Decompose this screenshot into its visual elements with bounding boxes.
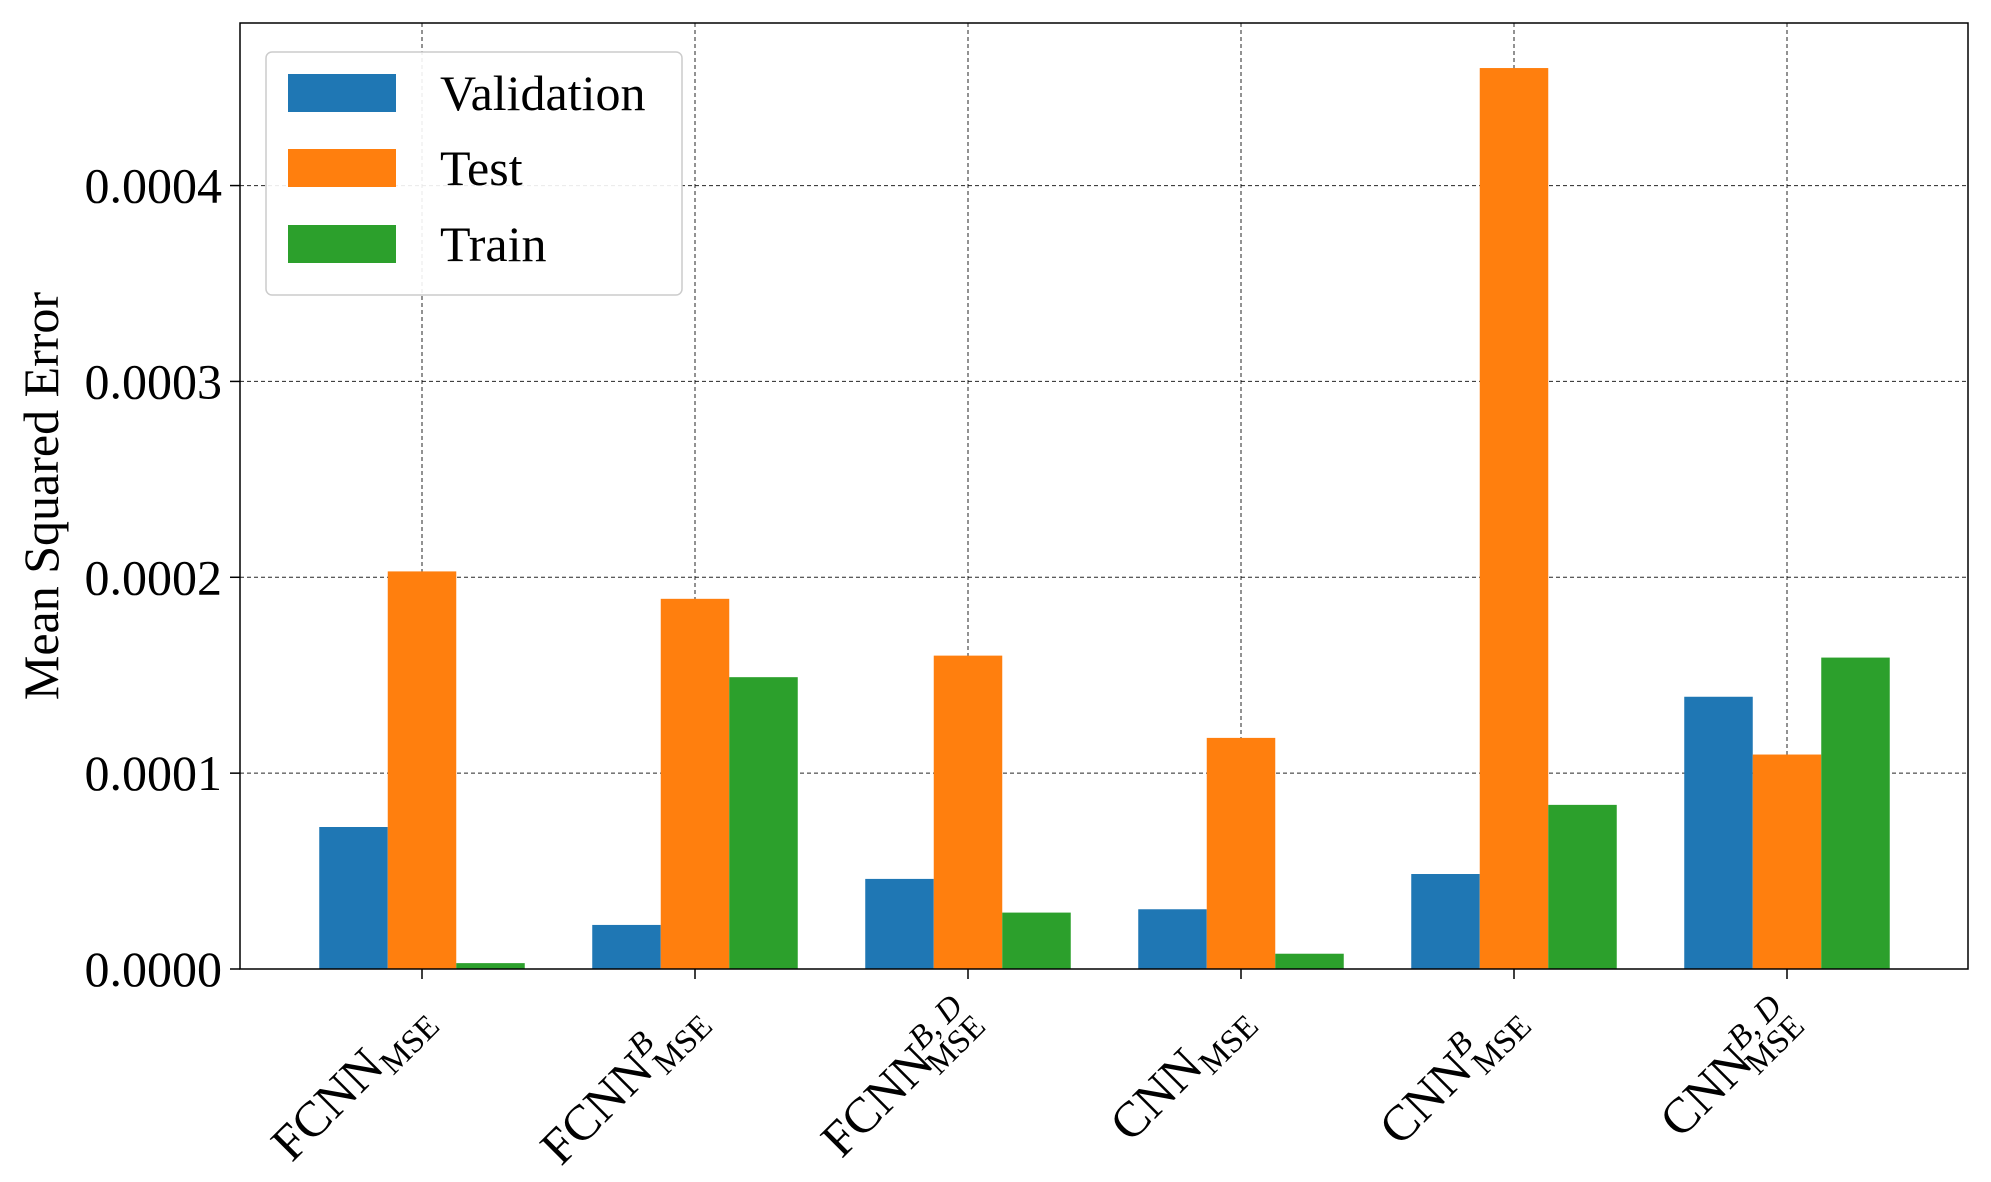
bar-train-2 xyxy=(729,677,798,969)
bar-validation-6 xyxy=(1684,696,1753,969)
bar-test-4 xyxy=(1206,737,1276,969)
legend-label-train: Train xyxy=(440,216,547,272)
bar-validation-5 xyxy=(1411,874,1480,969)
bar-train-5 xyxy=(1548,804,1617,969)
bar-test-5 xyxy=(1479,68,1549,970)
bar-test-3 xyxy=(933,655,1003,969)
y-tick-label: 0.0001 xyxy=(85,745,223,801)
bar-test-2 xyxy=(660,598,730,969)
legend-label-test: Test xyxy=(440,140,523,196)
bar-train-3 xyxy=(1002,912,1071,969)
bars xyxy=(319,68,1890,970)
y-axis-ticks: 0.0000 0.0001 0.0002 0.0003 0.0004 xyxy=(85,158,240,997)
y-tick-label: 0.0003 xyxy=(85,353,223,409)
legend-label-validation: Validation xyxy=(440,65,646,121)
bar-train-4 xyxy=(1275,953,1344,969)
bar-train-1 xyxy=(456,963,525,969)
legend-swatch-test xyxy=(288,149,396,187)
y-tick-label: 0.0002 xyxy=(85,549,223,605)
bar-validation-4 xyxy=(1138,909,1207,969)
bar-train-6 xyxy=(1821,657,1890,969)
y-axis-title: Mean Squared Error xyxy=(13,292,69,701)
bar-validation-3 xyxy=(865,878,934,969)
bar-validation-2 xyxy=(592,924,661,969)
y-tick-label: 0.0000 xyxy=(85,941,223,997)
legend-swatch-validation xyxy=(288,74,396,112)
bar-test-1 xyxy=(387,571,457,969)
legend-swatch-train xyxy=(288,225,396,263)
y-tick-label: 0.0004 xyxy=(85,158,223,214)
bar-validation-1 xyxy=(319,827,388,969)
plot-frame xyxy=(239,22,1969,970)
legend: Validation Test Train xyxy=(265,51,683,296)
bar-test-6 xyxy=(1752,754,1822,969)
